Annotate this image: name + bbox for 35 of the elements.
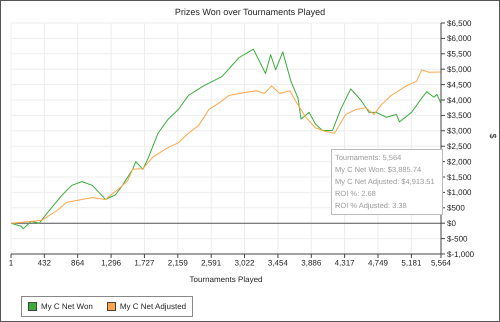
y-axis-title: $ bbox=[488, 133, 498, 138]
y-tick-label: $-1,000 bbox=[447, 250, 475, 259]
x-tick-label: 2,591 bbox=[201, 258, 222, 268]
x-tick-label: 4,749 bbox=[368, 258, 389, 268]
y-tick-label: $-500 bbox=[447, 234, 468, 244]
x-tick-label: 4,317 bbox=[334, 258, 356, 268]
y-tick-label: $4,000 bbox=[447, 96, 472, 105]
x-tick-label: 3,454 bbox=[268, 258, 288, 268]
y-tick-label: $2,000 bbox=[447, 157, 472, 166]
x-tick-label: 5,564 bbox=[430, 258, 452, 268]
x-tick-label: 1,727 bbox=[134, 258, 155, 268]
x-tick-label: 3,022 bbox=[234, 258, 256, 268]
x-tick-label: 2,159 bbox=[168, 258, 188, 268]
x-axis-title: Tournaments Played bbox=[190, 275, 262, 284]
y-tick-label: $1,500 bbox=[447, 172, 472, 182]
y-tick-label: $4,500 bbox=[447, 80, 472, 90]
legend-label: My C Net Won bbox=[40, 302, 93, 311]
y-tick-label: $0 bbox=[447, 219, 456, 228]
x-tick-label: 864 bbox=[71, 258, 85, 268]
x-tick-label: 1,296 bbox=[101, 258, 122, 268]
x-tick-label: 432 bbox=[38, 258, 52, 268]
x-tick-label: 1 bbox=[8, 258, 14, 268]
chart-title: Prizes Won over Tournaments Played bbox=[174, 7, 326, 17]
y-tick-label: $500 bbox=[447, 204, 466, 213]
y-tick-label: $5,500 bbox=[447, 50, 472, 59]
y-tick-label: $6,500 bbox=[447, 18, 472, 28]
y-tick-label: $2,500 bbox=[447, 142, 472, 152]
y-tick-label: $6,000 bbox=[447, 34, 472, 44]
y-tick-label: $1,000 bbox=[447, 188, 472, 198]
y-tick-label: $3,000 bbox=[447, 126, 472, 136]
y-tick-label: $3,500 bbox=[447, 111, 472, 120]
x-tick-label: 5,181 bbox=[401, 258, 422, 268]
legend-label: My C Net Adjusted bbox=[118, 302, 186, 311]
y-tick-label: $5,000 bbox=[447, 65, 472, 74]
x-tick-label: 3,886 bbox=[301, 258, 322, 268]
